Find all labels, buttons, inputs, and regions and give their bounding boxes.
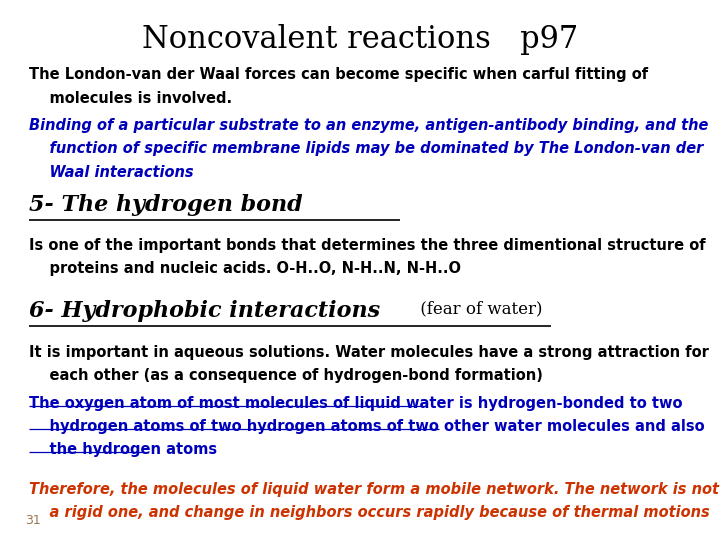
Text: The oxygen atom of most molecules of liquid water is hydrogen-bonded to two: The oxygen atom of most molecules of liq… [29, 396, 683, 411]
Text: It is important in aqueous solutions. Water molecules have a strong attraction f: It is important in aqueous solutions. Wa… [29, 345, 708, 360]
Text: hydrogen atoms of two hydrogen atoms of two other water molecules and also: hydrogen atoms of two hydrogen atoms of … [29, 419, 704, 434]
Text: Waal interactions: Waal interactions [29, 165, 194, 180]
Text: the hydrogen atoms: the hydrogen atoms [29, 442, 217, 457]
Text: Noncovalent reactions   p97: Noncovalent reactions p97 [142, 24, 578, 55]
Text: 5- The hydrogen bond: 5- The hydrogen bond [29, 194, 302, 217]
Text: molecules is involved.: molecules is involved. [29, 91, 232, 106]
Text: 31: 31 [25, 514, 41, 526]
Text: The London-van der Waal forces can become specific when carful fitting of: The London-van der Waal forces can becom… [29, 68, 648, 83]
Text: (fear of water): (fear of water) [415, 300, 543, 317]
Text: Is one of the important bonds that determines the three dimentional structure of: Is one of the important bonds that deter… [29, 238, 706, 253]
Text: each other (as a consequence of hydrogen-bond formation): each other (as a consequence of hydrogen… [29, 368, 543, 383]
Text: function of specific membrane lipids may be dominated by The London-van der: function of specific membrane lipids may… [29, 141, 703, 157]
Text: Therefore, the molecules of liquid water form a mobile network. The network is n: Therefore, the molecules of liquid water… [29, 482, 719, 497]
Text: a rigid one, and change in neighbors occurs rapidly because of thermal motions: a rigid one, and change in neighbors occ… [29, 505, 709, 520]
Text: Binding of a particular substrate to an enzyme, antigen-antibody binding, and th: Binding of a particular substrate to an … [29, 118, 708, 133]
Text: 6- Hydrophobic interactions: 6- Hydrophobic interactions [29, 300, 380, 322]
Text: proteins and nucleic acids. O-H..O, N-H..N, N-H..O: proteins and nucleic acids. O-H..O, N-H.… [29, 261, 461, 276]
